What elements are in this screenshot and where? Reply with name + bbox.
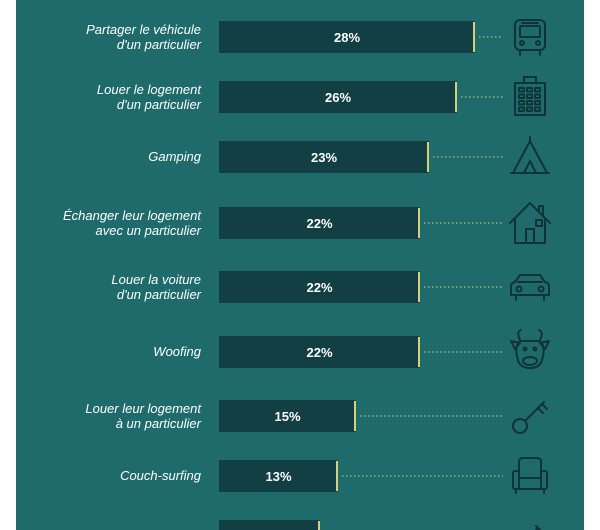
- bar: [219, 460, 338, 492]
- category-label-line: avec un particulier: [96, 223, 202, 238]
- bar: [219, 81, 457, 113]
- category-label-line: Gamping: [148, 149, 202, 164]
- category-label-line: d'un particulier: [117, 37, 202, 52]
- category-label-line: Louer la voiture: [111, 272, 201, 287]
- value-label: 22%: [306, 280, 332, 295]
- category-label-line: Échanger leur logement: [63, 208, 202, 223]
- bar-row: Couch-surfing 13%: [120, 457, 548, 494]
- bar-row: Partager le véhicule d'un particulier 28%: [86, 19, 546, 56]
- bus-icon: [514, 19, 546, 56]
- cow-icon: [510, 329, 550, 369]
- bar-accent: [427, 142, 429, 172]
- category-label: Woofing: [153, 344, 201, 359]
- value-label: 22%: [306, 345, 332, 360]
- bar-row: [219, 520, 542, 530]
- tent-icon: [510, 136, 550, 174]
- category-label: Couch-surfing: [120, 468, 202, 483]
- category-label: Échanger leur logement avec un particulie…: [63, 208, 202, 238]
- bar: [219, 336, 420, 368]
- bar: [219, 207, 420, 239]
- category-label: Louer le logement d'un particulier: [97, 82, 202, 112]
- category-label: Louer la voiture d'un particulier: [111, 272, 201, 302]
- value-label: 15%: [274, 409, 300, 424]
- category-label: Partager le véhicule d'un particulier: [86, 22, 202, 52]
- bar: [219, 21, 475, 53]
- category-label-line: d'un particulier: [117, 287, 202, 302]
- category-label-line: à un particulier: [116, 416, 202, 431]
- bar-accent: [455, 82, 457, 112]
- armchair-icon: [512, 457, 548, 494]
- bar-row: Louer leur logement à un particulier 15%: [85, 400, 548, 434]
- bar-accent: [418, 208, 420, 238]
- category-label-line: Couch-surfing: [120, 468, 202, 483]
- bar-accent: [418, 337, 420, 367]
- category-label-line: Partager le véhicule: [86, 22, 201, 37]
- bar-row: Louer le logement d'un particulier 26%: [97, 76, 546, 116]
- bar-accent: [418, 272, 420, 302]
- value-label: 13%: [265, 469, 291, 484]
- value-label: 26%: [325, 90, 351, 105]
- value-label: 23%: [311, 150, 337, 165]
- bar-row: Woofing 22%: [153, 329, 550, 369]
- bar-accent: [318, 521, 320, 530]
- building-icon: [514, 76, 546, 116]
- bar: [219, 400, 356, 432]
- category-label-line: Louer leur logement: [85, 401, 202, 416]
- bar-accent: [336, 461, 338, 491]
- bar-row: Gamping 23%: [148, 136, 550, 174]
- category-label: Louer leur logement à un particulier: [85, 401, 202, 431]
- bar-row: Échanger leur logement avec un particulie…: [63, 202, 551, 244]
- bar: [219, 271, 420, 303]
- pen-icon: [534, 525, 542, 530]
- bar-row: Louer la voiture d'un particulier 22%: [111, 271, 550, 303]
- bar-accent: [473, 22, 475, 52]
- category-label: Gamping: [148, 149, 202, 164]
- key-icon: [512, 401, 548, 434]
- category-label-line: d'un particulier: [117, 97, 202, 112]
- category-label-line: Louer le logement: [97, 82, 202, 97]
- value-label: 22%: [306, 216, 332, 231]
- category-label-line: Woofing: [153, 344, 201, 359]
- house-icon: [509, 202, 551, 244]
- bar: [219, 141, 429, 173]
- value-label: 28%: [334, 30, 360, 45]
- bar-accent: [354, 401, 356, 431]
- bar: [219, 520, 320, 530]
- car-icon: [510, 274, 550, 301]
